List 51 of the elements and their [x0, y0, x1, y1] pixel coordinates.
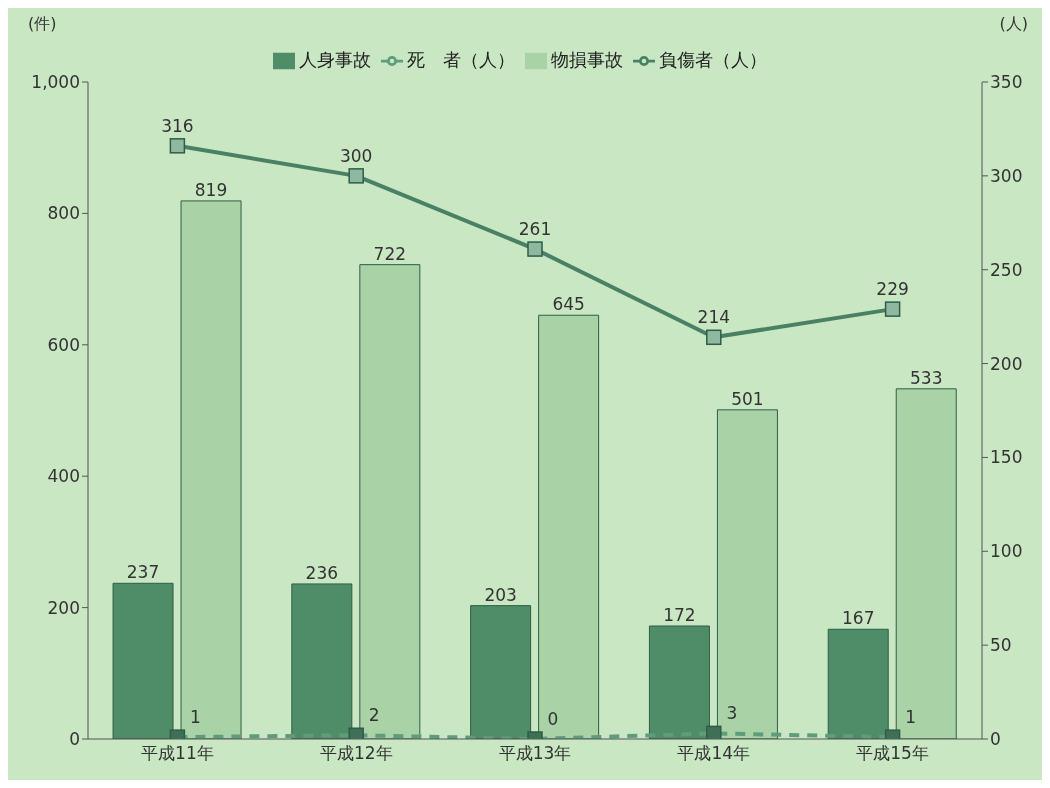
y-tick-label: 600: [47, 334, 80, 355]
point: [706, 725, 722, 739]
y-tick-label: 200: [47, 597, 80, 618]
y-tick-label: 0: [69, 729, 80, 750]
x-tick-label: 平成14年: [677, 743, 751, 764]
data-label: 819: [194, 179, 228, 200]
y-tick-label: 1,000: [31, 72, 80, 93]
y2-tick-label: 350: [990, 72, 1023, 93]
y2-tick-label: 300: [990, 165, 1023, 186]
x-tick-label: 平成12年: [319, 743, 393, 764]
data-label: 261: [518, 219, 552, 240]
data-label: 237: [126, 562, 160, 583]
data-label: 501: [731, 388, 764, 409]
point: [884, 301, 901, 317]
x-tick-label: 平成11年: [141, 743, 214, 764]
data-label: 722: [373, 243, 407, 264]
point: [348, 168, 364, 184]
data-label: 533: [910, 367, 943, 388]
legend-label: 死 者（人）: [407, 49, 515, 70]
y-axis-title: (件): [28, 14, 57, 35]
data-label: 203: [484, 584, 517, 605]
y2-axis-title: (人): [999, 14, 1028, 35]
y2-tick-label: 200: [990, 353, 1023, 374]
y2-tick-label: 100: [990, 541, 1023, 562]
y2-tick-label: 250: [990, 259, 1023, 280]
data-label: 236: [305, 562, 339, 583]
data-label: 214: [697, 307, 731, 328]
data-label: 3: [726, 703, 738, 724]
point: [527, 241, 543, 257]
data-label: 316: [161, 115, 194, 136]
data-label: 1: [189, 707, 201, 728]
legend-label: 物損事故: [551, 49, 623, 70]
data-label: 645: [552, 294, 585, 315]
data-label: 167: [842, 608, 875, 629]
data-label: 300: [339, 145, 373, 166]
data-label: 229: [876, 279, 909, 300]
point: [706, 329, 722, 346]
data-label: 1: [905, 707, 917, 728]
x-tick-label: 平成13年: [498, 743, 572, 764]
data-label: 2: [368, 705, 380, 726]
y-tick-label: 400: [47, 466, 80, 487]
data-label: 172: [663, 605, 696, 625]
point: [169, 138, 186, 154]
data-label: 0: [547, 709, 559, 729]
y2-tick-label: 0: [990, 729, 1001, 750]
y2-tick-label: 50: [990, 635, 1012, 656]
legend-label: 負傷者（人）: [659, 49, 767, 70]
y-tick-label: 800: [47, 203, 80, 224]
x-tick-label: 平成15年: [856, 743, 929, 764]
y2-tick-label: 150: [990, 447, 1023, 468]
legend-label: 人身事故: [299, 49, 371, 70]
